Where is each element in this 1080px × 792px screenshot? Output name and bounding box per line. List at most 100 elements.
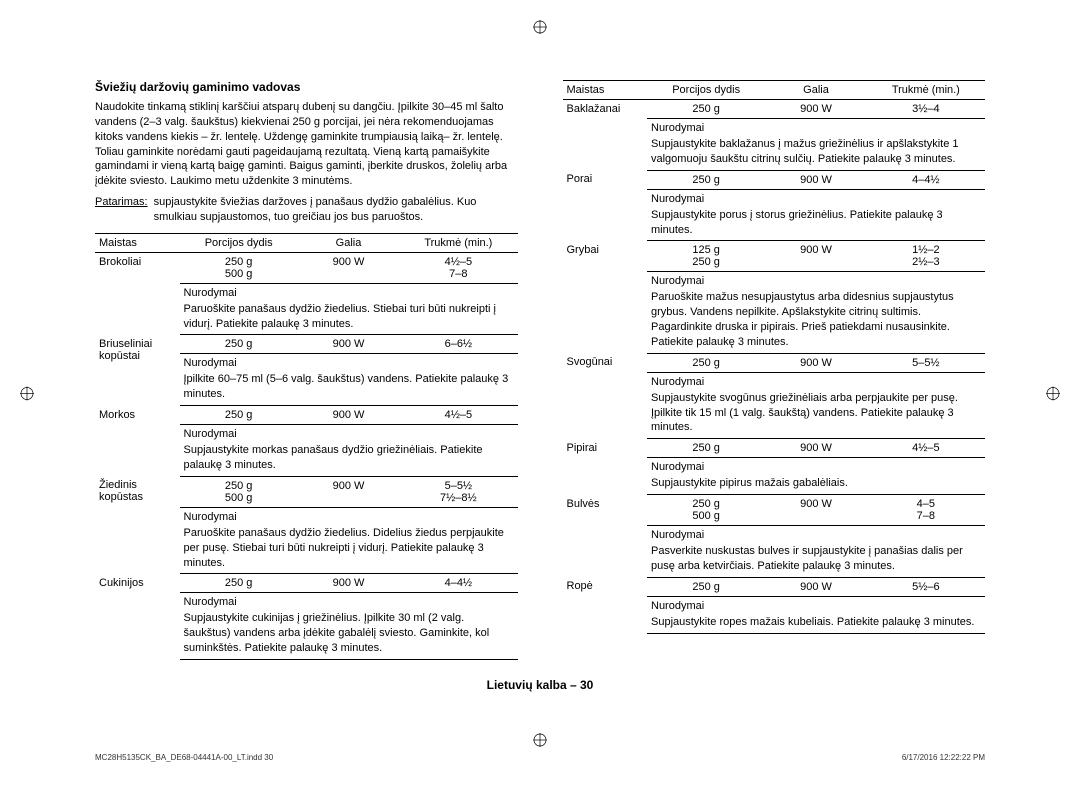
th-food: Maistas bbox=[563, 81, 648, 100]
table-row: Brokoliai250 g500 g900 W4½–57–8 bbox=[95, 252, 518, 283]
cell-food: Bulvės bbox=[563, 495, 648, 578]
doc-footer-left: MC28H5135CK_BA_DE68-04441A-00_LT.indd 30 bbox=[95, 753, 273, 762]
cell-portion: 250 g bbox=[647, 353, 765, 372]
cell-instr-label: Nurodymai bbox=[180, 354, 518, 370]
cell-time: 4–57–8 bbox=[867, 495, 985, 526]
cell-portion: 250 g bbox=[180, 574, 298, 593]
th-time: Trukmė (min.) bbox=[399, 233, 517, 252]
left-table: Maistas Porcijos dydis Galia Trukmė (min… bbox=[95, 233, 518, 660]
cell-power: 900 W bbox=[765, 170, 866, 189]
cell-power: 900 W bbox=[765, 100, 866, 119]
cell-instr-label: Nurodymai bbox=[647, 526, 985, 542]
cell-time: 4–4½ bbox=[867, 170, 985, 189]
th-portion: Porcijos dydis bbox=[180, 233, 298, 252]
cell-instr-label: Nurodymai bbox=[180, 593, 518, 609]
cell-instr-label: Nurodymai bbox=[180, 425, 518, 441]
th-power: Galia bbox=[298, 233, 399, 252]
cell-portion: 125 g250 g bbox=[647, 241, 765, 272]
th-time: Trukmė (min.) bbox=[867, 81, 985, 100]
cell-instr-text: Paruoškite panašaus dydžio žiedelius. St… bbox=[180, 299, 518, 335]
cell-instr-label: Nurodymai bbox=[647, 272, 985, 288]
cell-power: 900 W bbox=[765, 241, 866, 272]
cell-food: Cukinijos bbox=[95, 574, 180, 660]
cell-food: Brokoliai bbox=[95, 252, 180, 335]
tip-row: Patarimas: supjaustykite šviežias daržov… bbox=[95, 195, 518, 225]
cell-portion: 250 g500 g bbox=[180, 252, 298, 283]
cell-instr-text: Supjaustykite baklažanus į mažus griežin… bbox=[647, 134, 985, 170]
cell-portion: 250 g bbox=[647, 170, 765, 189]
cell-power: 900 W bbox=[298, 406, 399, 425]
table-row: Morkos250 g900 W4½–5 bbox=[95, 406, 518, 425]
cell-time: 3½–4 bbox=[867, 100, 985, 119]
cell-time: 1½–22½–3 bbox=[867, 241, 985, 272]
table-row: Ropė250 g900 W5½–6 bbox=[563, 577, 986, 596]
cell-instr-label: Nurodymai bbox=[647, 119, 985, 135]
cell-instr-text: Supjaustykite porus į storus griežinėliu… bbox=[647, 205, 985, 241]
cell-time: 5–5½ bbox=[867, 353, 985, 372]
page-footer: Lietuvių kalba – 30 bbox=[95, 678, 985, 692]
table-row: Porai250 g900 W4–4½ bbox=[563, 170, 986, 189]
section-heading: Šviežių daržovių gaminimo vadovas bbox=[95, 80, 518, 94]
crop-mark-left bbox=[20, 387, 34, 406]
intro-text: Naudokite tinkamą stiklinį karščiui atsp… bbox=[95, 100, 518, 189]
table-row: Cukinijos250 g900 W4–4½ bbox=[95, 574, 518, 593]
cell-power: 900 W bbox=[298, 476, 399, 507]
right-table: Maistas Porcijos dydis Galia Trukmė (min… bbox=[563, 80, 986, 634]
cell-instr-label: Nurodymai bbox=[647, 189, 985, 205]
cell-food: Porai bbox=[563, 170, 648, 241]
cell-portion: 250 g bbox=[647, 100, 765, 119]
cell-instr-label: Nurodymai bbox=[647, 596, 985, 612]
left-column: Šviežių daržovių gaminimo vadovas Naudok… bbox=[95, 80, 518, 660]
cell-portion: 250 g500 g bbox=[647, 495, 765, 526]
table-row: Bulvės250 g500 g900 W4–57–8 bbox=[563, 495, 986, 526]
table-row: Briuseliniai kopūstai250 g900 W6–6½ bbox=[95, 335, 518, 354]
cell-portion: 250 g bbox=[647, 439, 765, 458]
cell-instr-text: Įpilkite 60–75 ml (5–6 valg. šaukštus) v… bbox=[180, 369, 518, 405]
cell-portion: 250 g bbox=[180, 406, 298, 425]
tip-text: supjaustykite šviežias daržoves į panaša… bbox=[154, 195, 518, 225]
table-row: Baklažanai250 g900 W3½–4 bbox=[563, 100, 986, 119]
cell-portion: 250 g bbox=[180, 335, 298, 354]
doc-footer: MC28H5135CK_BA_DE68-04441A-00_LT.indd 30… bbox=[95, 753, 985, 762]
cell-time: 5½–6 bbox=[867, 577, 985, 596]
crop-mark-top bbox=[533, 20, 547, 39]
th-food: Maistas bbox=[95, 233, 180, 252]
th-portion: Porcijos dydis bbox=[647, 81, 765, 100]
cell-power: 900 W bbox=[765, 353, 866, 372]
doc-footer-right: 6/17/2016 12:22:22 PM bbox=[902, 753, 985, 762]
cell-power: 900 W bbox=[298, 574, 399, 593]
cell-instr-text: Paruoškite mažus nesupjaustytus arba did… bbox=[647, 287, 985, 353]
cell-instr-label: Nurodymai bbox=[647, 458, 985, 474]
cell-power: 900 W bbox=[298, 252, 399, 283]
crop-mark-bottom bbox=[533, 733, 547, 752]
cell-instr-label: Nurodymai bbox=[180, 507, 518, 523]
tip-label: Patarimas: bbox=[95, 195, 148, 225]
table-row: Pipirai250 g900 W4½–5 bbox=[563, 439, 986, 458]
cell-power: 900 W bbox=[765, 439, 866, 458]
cell-instr-text: Supjaustykite morkas panašaus dydžio gri… bbox=[180, 440, 518, 476]
cell-instr-text: Pasverkite nuskustas bulves ir supjausty… bbox=[647, 541, 985, 577]
cell-power: 900 W bbox=[765, 577, 866, 596]
cell-food: Svogūnai bbox=[563, 353, 648, 439]
content-columns: Šviežių daržovių gaminimo vadovas Naudok… bbox=[95, 80, 985, 660]
cell-power: 900 W bbox=[298, 335, 399, 354]
cell-time: 4½–57–8 bbox=[399, 252, 517, 283]
cell-food: Žiedinis kopūstas bbox=[95, 476, 180, 574]
cell-food: Grybai bbox=[563, 241, 648, 353]
cell-instr-text: Supjaustykite ropes mažais kubeliais. Pa… bbox=[647, 612, 985, 633]
cell-portion: 250 g500 g bbox=[180, 476, 298, 507]
cell-time: 4–4½ bbox=[399, 574, 517, 593]
cell-food: Briuseliniai kopūstai bbox=[95, 335, 180, 406]
cell-food: Baklažanai bbox=[563, 100, 648, 171]
cell-instr-label: Nurodymai bbox=[180, 283, 518, 299]
cell-instr-label: Nurodymai bbox=[647, 372, 985, 388]
cell-instr-text: Supjaustykite pipirus mažais gabalėliais… bbox=[647, 473, 985, 494]
cell-food: Pipirai bbox=[563, 439, 648, 495]
right-column: Maistas Porcijos dydis Galia Trukmė (min… bbox=[563, 80, 986, 660]
table-row: Žiedinis kopūstas250 g500 g900 W5–5½7½–8… bbox=[95, 476, 518, 507]
crop-mark-right bbox=[1046, 387, 1060, 406]
cell-power: 900 W bbox=[765, 495, 866, 526]
cell-time: 4½–5 bbox=[867, 439, 985, 458]
th-power: Galia bbox=[765, 81, 866, 100]
cell-time: 4½–5 bbox=[399, 406, 517, 425]
